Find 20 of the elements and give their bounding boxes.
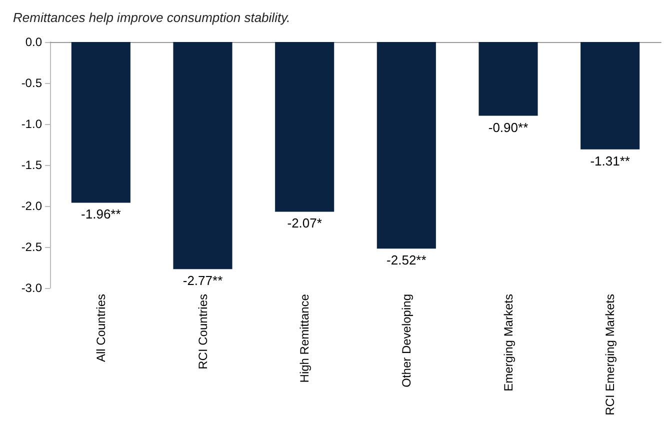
x-tick-label: Emerging Markets bbox=[501, 294, 516, 392]
x-tick-label: RCI Countries bbox=[196, 294, 210, 370]
y-tick-label: -2.0 bbox=[21, 199, 42, 213]
x-tick-label: High Remittance bbox=[298, 294, 312, 383]
x-tick-label: RCI Emerging Markets bbox=[603, 294, 618, 416]
y-tick-label: -1.5 bbox=[21, 158, 42, 172]
data-label: -0.90** bbox=[488, 120, 528, 135]
y-tick-label: 0.0 bbox=[25, 35, 42, 49]
data-label: -1.96** bbox=[81, 206, 121, 222]
data-label: -1.31** bbox=[590, 153, 630, 168]
data-label: -2.77** bbox=[182, 273, 223, 288]
x-tick-label: Other Developing bbox=[399, 294, 414, 388]
y-tick-label: -0.5 bbox=[21, 76, 42, 90]
data-label: -2.07* bbox=[287, 216, 322, 231]
y-tick-label: -1.0 bbox=[21, 117, 42, 131]
y-tick-label: -3.0 bbox=[21, 281, 42, 295]
chart-title: Remittances help improve consumption stability. bbox=[13, 10, 290, 25]
x-tick-label: All Countries bbox=[94, 294, 108, 362]
data-label: -2.52** bbox=[386, 252, 426, 268]
y-tick-label: -2.5 bbox=[21, 240, 42, 254]
